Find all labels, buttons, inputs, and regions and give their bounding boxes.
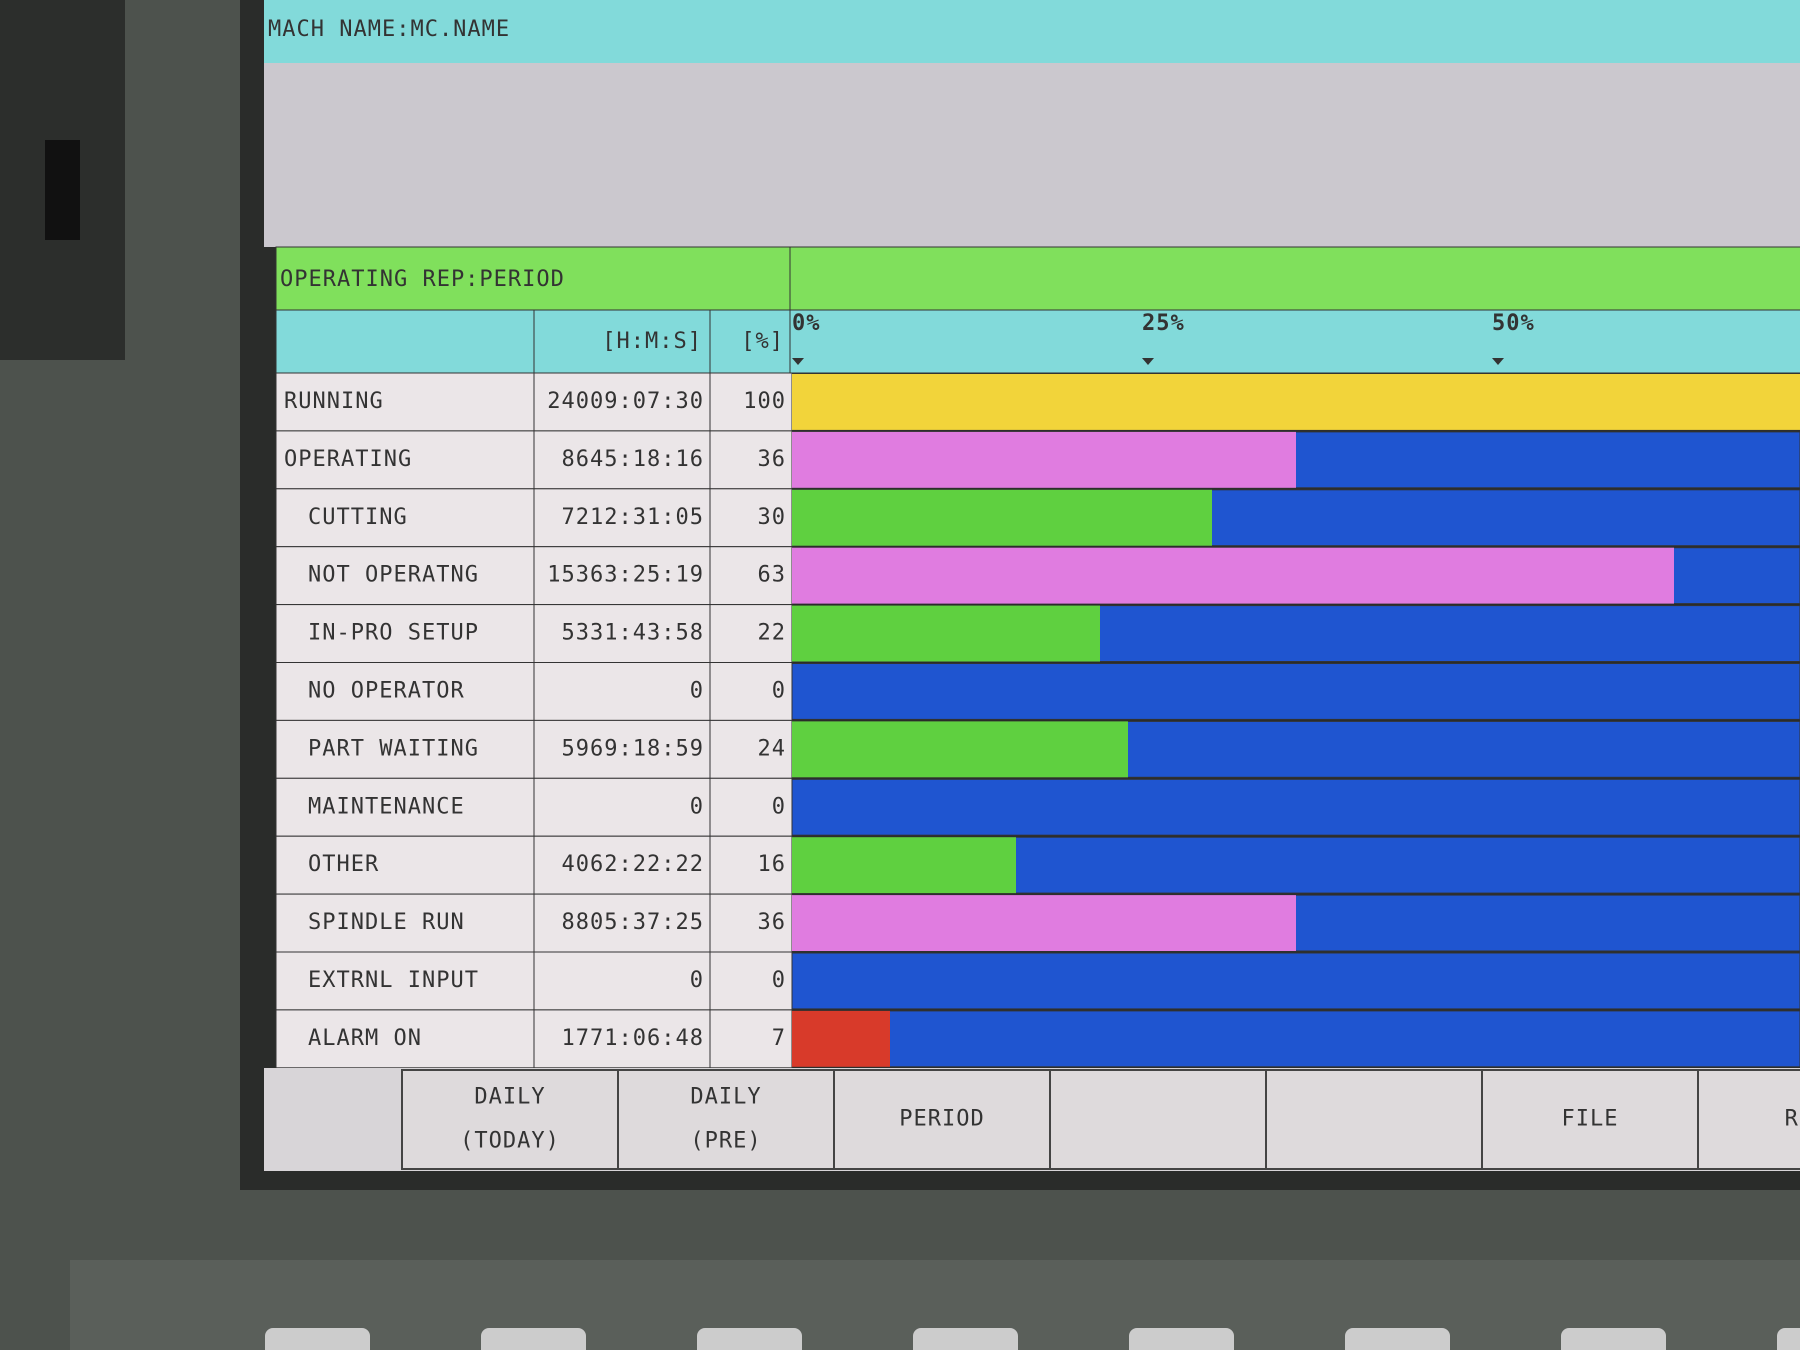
usb-port (45, 140, 80, 240)
softkey (833, 1069, 1051, 1170)
row-percent: 30 (758, 505, 787, 530)
row-percent: 0 (772, 968, 786, 993)
screen: MACH NAME:MC.NAME OPERATING REP:PERIOD [H:… (264, 0, 1800, 1171)
hardware-key (265, 1328, 370, 1350)
row-percent: 100 (743, 389, 786, 414)
softkey-label: DAILY (690, 1085, 761, 1110)
bar-track (791, 663, 1800, 720)
scale-tick-label: 25% (1142, 311, 1185, 336)
row-label: NO OPERATOR (308, 678, 465, 703)
hardware-key (1345, 1328, 1450, 1350)
row-time: 8805:37:25 (562, 910, 704, 935)
bar-track (791, 952, 1800, 1010)
row-time: 0 (690, 968, 704, 993)
row-percent: 0 (772, 794, 786, 819)
softkey (617, 1069, 835, 1170)
row-label: RUNNING (284, 389, 384, 414)
row-label: EXTRNL INPUT (308, 968, 479, 993)
scale-tick-mark (1492, 358, 1504, 365)
title-bar (275, 246, 1800, 311)
bar (792, 895, 1296, 951)
row-percent: 0 (772, 678, 786, 703)
row-time: 24009:07:30 (547, 389, 704, 414)
softkey (1697, 1069, 1800, 1170)
row-percent: 24 (758, 736, 787, 761)
bar (792, 605, 1100, 662)
row-percent: 36 (758, 447, 787, 472)
row-time: 5331:43:58 (562, 621, 704, 646)
softkey (1265, 1069, 1483, 1170)
row-percent: 36 (758, 910, 787, 935)
row-label: OPERATING (284, 447, 412, 472)
hardware-key (913, 1328, 1018, 1350)
softkey (1481, 1069, 1699, 1170)
header-row (275, 309, 1800, 374)
softkey-label: RET (1785, 1107, 1800, 1132)
bar (792, 374, 1800, 430)
column-header: [%] (741, 329, 784, 354)
hardware-key (1777, 1328, 1800, 1350)
softkey (401, 1069, 619, 1170)
row-time: 1771:06:48 (562, 1026, 704, 1051)
scale-tick-label: 50% (1492, 311, 1535, 336)
bar (792, 547, 1674, 604)
row-percent: 22 (758, 621, 787, 646)
row-label: ALARM ON (308, 1026, 422, 1051)
machine-name: MACH NAME:MC.NAME (268, 17, 510, 42)
row-label: NOT OPERATNG (308, 563, 479, 588)
row-label: MAINTENANCE (308, 794, 465, 819)
row-label: OTHER (308, 852, 379, 877)
scale-tick-mark (1142, 358, 1154, 365)
row-time: 8645:18:16 (562, 447, 704, 472)
hardware-key (1129, 1328, 1234, 1350)
row-label: IN-PRO SETUP (308, 621, 479, 646)
bar-track (791, 778, 1800, 836)
bar-track (791, 1010, 1800, 1068)
machine-bar (264, 0, 1800, 63)
report-title: OPERATING REP:PERIOD (280, 267, 565, 292)
softkey (1049, 1069, 1267, 1170)
bar (792, 721, 1128, 778)
bar (792, 837, 1016, 894)
row-percent: 16 (758, 852, 787, 877)
row-time: 15363:25:19 (547, 563, 704, 588)
bar (792, 1010, 890, 1067)
row-time: 7212:31:05 (562, 505, 704, 530)
softkey-label: FILE (1562, 1107, 1619, 1132)
row-percent: 63 (758, 563, 787, 588)
row-time: 0 (690, 678, 704, 703)
hardware-key (1561, 1328, 1666, 1350)
column-header: [H:M:S] (602, 329, 702, 354)
hardware-key (481, 1328, 586, 1350)
row-label: PART WAITING (308, 736, 479, 761)
row-time: 4062:22:22 (562, 852, 704, 877)
softkey-label: DAILY (474, 1085, 545, 1110)
hardware-key (697, 1328, 802, 1350)
bar (792, 489, 1212, 546)
scale-tick-label: 0% (792, 311, 821, 336)
softkey-label: (PRE) (690, 1129, 761, 1154)
row-time: 5969:18:59 (562, 736, 704, 761)
bar (792, 431, 1296, 488)
softkey-label: (TODAY) (460, 1129, 560, 1154)
row-label: SPINDLE RUN (308, 910, 465, 935)
softkey-label: PERIOD (899, 1107, 984, 1132)
scale-tick-mark (792, 358, 804, 365)
row-time: 0 (690, 794, 704, 819)
row-label: CUTTING (308, 505, 408, 530)
row-percent: 7 (772, 1026, 786, 1051)
blank-area (264, 63, 1800, 247)
